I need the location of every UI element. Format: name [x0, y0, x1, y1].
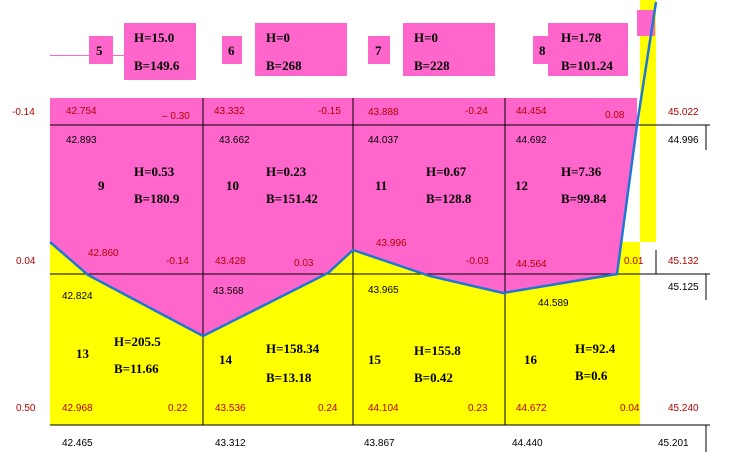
- cell-5-box: [89, 36, 113, 64]
- row1-red-4: 44.454: [516, 106, 547, 117]
- cell-15-id: 15: [368, 352, 382, 367]
- cell-6-box: [222, 36, 242, 64]
- row2-diff-1: -0.14: [166, 256, 189, 267]
- row1-diff-box-1: [148, 100, 198, 124]
- row2-black-1: 42.824: [62, 291, 93, 302]
- cell-7-b: B=228: [414, 58, 450, 73]
- cell-10-h: H=0.23: [266, 164, 307, 179]
- row1-diff-3: -0.24: [465, 106, 488, 117]
- cell-11-h: H=0.67: [426, 164, 467, 179]
- row3-black-5: 45.201: [658, 438, 689, 449]
- cell-7-box: [368, 36, 390, 64]
- row2-black-4: 44.589: [538, 298, 569, 309]
- cell-8-b: B=101.24: [561, 58, 613, 73]
- row2-diff-3: -0.03: [466, 256, 489, 267]
- cell-15-b: B=0.42: [414, 370, 453, 385]
- row3-black-2: 43.312: [215, 438, 246, 449]
- cell-11-id: 11: [375, 178, 387, 193]
- cell-11-b: B=128.8: [426, 191, 472, 206]
- row2-black-2: 43.568: [213, 286, 244, 297]
- cell-12-id: 12: [515, 178, 528, 193]
- cell-5-b: B=149.6: [134, 58, 180, 73]
- row1-left-label: -0.14: [12, 107, 35, 118]
- profile-line: [49, 1, 658, 338]
- cell-8-h: H=1.78: [561, 30, 602, 45]
- row1-diff-box-3: [455, 98, 505, 124]
- cell-5-h: H=15.0: [134, 30, 174, 45]
- row3-red-1: 42.968: [62, 403, 93, 414]
- row3-red-4: 44.672: [516, 403, 547, 414]
- row1-red-box-1: [60, 98, 116, 124]
- row2-red-3: 43.996: [376, 238, 407, 249]
- row3-black-1: 42.465: [62, 438, 93, 449]
- row3-diff-4: 0.04: [620, 403, 640, 414]
- row1-black-3: 44.037: [368, 135, 399, 146]
- row1-diff-box-2: [296, 98, 346, 124]
- cell-10-id: 10: [226, 178, 239, 193]
- cell-7-id: 7: [375, 43, 382, 58]
- row3-red-2: 43.536: [215, 403, 246, 414]
- cell-13-h: H=205.5: [114, 334, 161, 349]
- row1-diff-box-4: [595, 100, 637, 124]
- cell-10-b: B=151.42: [266, 191, 318, 206]
- row3-diff-3: 0.23: [468, 403, 488, 414]
- row1-diff-4: 0.08: [605, 110, 625, 121]
- row1-red-5: 45.022: [668, 107, 699, 118]
- row1-diff-2: -0.15: [318, 106, 341, 117]
- row3-red-3: 44.104: [368, 403, 399, 414]
- cell-9-h: H=0.53: [134, 164, 175, 179]
- row1-red-2: 43.332: [214, 106, 245, 117]
- row3-red-5: 45.240: [668, 403, 699, 414]
- row1-black-5: 44.996: [668, 135, 699, 146]
- cell-13-b: B=11.66: [114, 361, 159, 376]
- row3-black-4: 44.440: [512, 438, 543, 449]
- cell-6-id: 6: [228, 43, 235, 58]
- row2-left-label: 0.04: [16, 256, 36, 267]
- cell-13-id: 13: [76, 346, 90, 361]
- row2-black-3: 43.965: [368, 285, 399, 296]
- cell-14-b: B=13.18: [266, 370, 312, 385]
- row3-diff-2: 0.24: [318, 403, 338, 414]
- cell-9-id: 9: [98, 178, 105, 193]
- row2-red-2: 43.428: [215, 256, 246, 267]
- row2-black-5: 45.125: [668, 282, 699, 293]
- cell-6-h: H=0: [266, 30, 290, 45]
- row1-red-box-4: [508, 98, 588, 124]
- cell-12-h: H=7.36: [561, 164, 602, 179]
- row2-red-1: 42.860: [88, 248, 119, 259]
- cell-5-hb-box: [124, 23, 196, 76]
- row1-black-1: 42.893: [66, 135, 97, 146]
- cell-7-hb-box: [403, 23, 495, 76]
- cell-16-h: H=92.4: [575, 341, 616, 356]
- row1-red-1: 42.754: [66, 106, 97, 117]
- cell-16-id: 16: [524, 352, 538, 367]
- cell-7-h: H=0: [414, 30, 438, 45]
- cell-15-h: H=155.8: [414, 343, 461, 358]
- row1-diff-1: – 0.30: [162, 111, 190, 122]
- row1-red-box-3: [362, 100, 434, 124]
- row1-red-3: 43.888: [368, 107, 399, 118]
- row1-red-box-2: [203, 98, 283, 124]
- row3-left-label: 0.50: [16, 403, 36, 414]
- cell-6-b: B=268: [266, 58, 302, 73]
- cell-9-b: B=180.9: [134, 191, 180, 206]
- cell-8-id: 8: [539, 43, 546, 58]
- row2-red-5: 45.132: [668, 256, 699, 267]
- row3-diff-1: 0.22: [168, 403, 188, 414]
- cell-16-b: B=0.6: [575, 368, 608, 383]
- row2-diff-4: 0.01: [624, 256, 644, 267]
- row1-black-2: 43.662: [219, 135, 250, 146]
- cell-6-hb-box: [255, 23, 347, 76]
- cell-14-id: 14: [219, 352, 233, 367]
- cell-12-b: B=99.84: [561, 191, 607, 206]
- cell-14-h: H=158.34: [266, 341, 320, 356]
- row2-red-4: 44.564: [516, 259, 547, 270]
- row2-diff-2: 0.03: [294, 258, 314, 269]
- row3-black-3: 43.867: [364, 438, 395, 449]
- row1-black-4: 44.692: [516, 135, 547, 146]
- cell-8-hb-box: [548, 23, 628, 76]
- cell-5-id: 5: [96, 43, 103, 58]
